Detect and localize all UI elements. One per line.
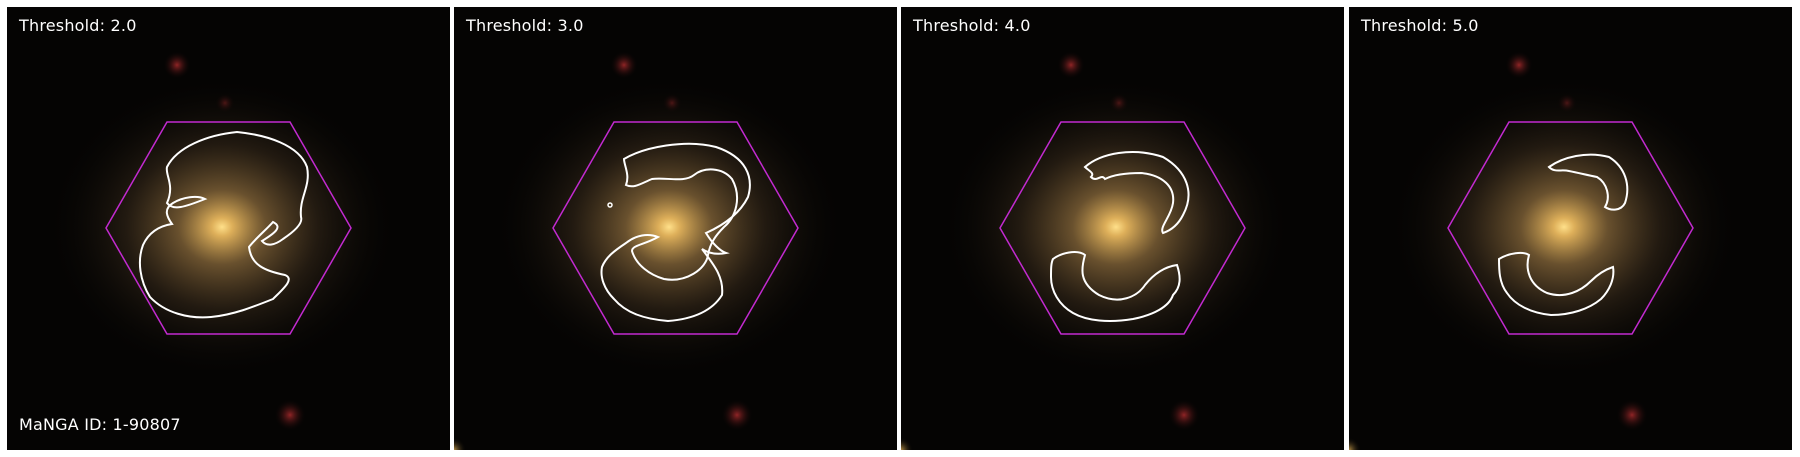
contour-speck <box>607 202 613 208</box>
galaxy-panel-threshold-4: Threshold: 4.0 <box>901 7 1344 450</box>
galaxy-panel-threshold-2: Threshold: 2.0 MaNGA ID: 1-90807 <box>7 7 450 450</box>
hexagon-footprint <box>105 121 352 335</box>
galaxy-image <box>454 7 897 450</box>
galaxy-image <box>901 7 1344 450</box>
contour-arm-lower <box>1497 251 1615 317</box>
hexagon-footprint <box>1447 121 1694 335</box>
contour-line <box>138 130 309 319</box>
galaxy-image <box>1349 7 1792 450</box>
galaxy-image <box>7 7 450 450</box>
hexagon-footprint <box>552 121 799 335</box>
threshold-label: Threshold: 3.0 <box>466 16 584 35</box>
galaxy-panel-threshold-3: Threshold: 3.0 <box>454 7 897 450</box>
contour-line <box>600 142 751 323</box>
galaxy-panel-threshold-5: Threshold: 5.0 <box>1349 7 1792 450</box>
manga-id-label: MaNGA ID: 1-90807 <box>19 415 181 434</box>
contour-arm-upper <box>1547 153 1629 211</box>
contour-arm-upper <box>1083 151 1190 235</box>
threshold-label: Threshold: 4.0 <box>913 16 1031 35</box>
hexagon-footprint <box>999 121 1246 335</box>
threshold-label: Threshold: 5.0 <box>1361 16 1479 35</box>
contour-arm-lower <box>1049 251 1181 322</box>
threshold-label: Threshold: 2.0 <box>19 16 137 35</box>
